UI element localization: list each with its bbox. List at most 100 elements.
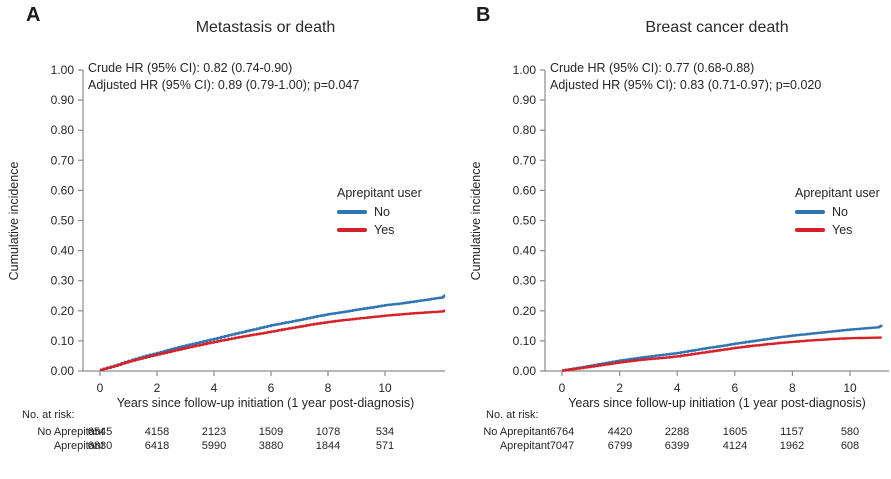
y-tick-label: 0.80: [51, 123, 75, 137]
y-tick-label: 0.20: [513, 304, 537, 318]
y-tick-label: 0.60: [513, 183, 537, 197]
panel-letter: B: [476, 4, 491, 26]
risk-value: 6545: [87, 426, 113, 438]
risk-value: 1509: [258, 426, 284, 438]
y-tick-label: 0.50: [513, 214, 537, 228]
curve-no: [562, 324, 883, 372]
legend-title: Aprepitant user: [795, 186, 880, 200]
y-tick-label: 0.50: [51, 214, 75, 228]
survival-plot-b: 0.00 0.10 0.20 0.30 0.40 0.50 0.60 0.70 0.80 0.90…: [513, 63, 889, 395]
y-axis-label: Cumulative incidence: [7, 161, 21, 281]
risk-value: 534: [375, 426, 395, 438]
legend-label: No: [374, 205, 390, 219]
risk-value: 6418: [144, 440, 170, 452]
risk-value: 1844: [315, 440, 341, 452]
x-tick-label: 6: [731, 381, 738, 395]
y-tick-label: 0.30: [51, 274, 75, 288]
panel-b: 0.00 0.10 0.20 0.30 0.40 0.50 0.60 0.70 0.80 0.90…: [446, 0, 891, 479]
risk-row-label-aprepitant: Aprepitant: [53, 440, 104, 452]
risk-value: 580: [840, 426, 860, 438]
risk-value: 1605: [722, 426, 748, 438]
legend-line-no: [795, 210, 825, 214]
panel-letter: A: [26, 4, 41, 26]
chart-title: Breast cancer death: [645, 19, 789, 36]
risk-value: 1962: [779, 440, 805, 452]
x-tick-label: 0: [97, 381, 104, 395]
risk-table-heading: No. at risk:: [22, 409, 75, 421]
x-tick-label: 10: [378, 381, 392, 395]
risk-value: 571: [375, 440, 395, 452]
legend-label: Yes: [832, 223, 853, 237]
risk-value: 2288: [664, 426, 690, 438]
survival-plot-a: 0.00 0.10 0.20 0.30 0.40 0.50 0.60 0.70 0.80 0.90…: [51, 63, 445, 395]
legend-title: Aprepitant user: [337, 186, 422, 200]
x-tick-label: 6: [268, 381, 275, 395]
adjusted-hr-text: Adjusted HR (95% CI): 0.89 (0.79-1.00); …: [88, 78, 360, 92]
y-tick-label: 0.90: [51, 93, 75, 107]
y-tick-label: 0.00: [51, 364, 75, 378]
chart-title: Metastasis or death: [195, 19, 336, 36]
y-tick-label: 1.00: [51, 63, 75, 77]
x-tick-label: 8: [789, 381, 796, 395]
legend-item-no: No: [337, 203, 422, 221]
x-axis-label: Years since follow-up initiation (1 year…: [568, 396, 866, 410]
x-tick-label: 2: [154, 381, 161, 395]
y-axis-label: Cumulative incidence: [469, 161, 483, 281]
risk-value: 6799: [607, 440, 633, 452]
adjusted-hr-text: Adjusted HR (95% CI): 0.83 (0.71-0.97); …: [550, 78, 822, 92]
curve-yes: [100, 309, 445, 371]
hr-annotation: Crude HR (95% CI): 0.82 (0.74-0.90) Adju…: [88, 60, 359, 94]
y-tick-label: 0.00: [513, 364, 537, 378]
x-tick-label: 4: [674, 381, 681, 395]
y-tick-label: 0.10: [51, 334, 75, 348]
y-tick-label: 1.00: [513, 63, 537, 77]
risk-row-label-aprepitant: Aprepitant: [499, 440, 550, 452]
risk-value: 3880: [258, 440, 284, 452]
legend-label: Yes: [374, 223, 395, 237]
risk-value: 1157: [780, 426, 804, 438]
y-tick-label: 0.80: [513, 123, 537, 137]
x-tick-label: 8: [325, 381, 332, 395]
risk-value: 2123: [201, 426, 227, 438]
risk-value: 6830: [87, 440, 113, 452]
curve-yes: [562, 336, 883, 372]
legend-line-yes: [795, 228, 825, 232]
y-tick-label: 0.90: [513, 93, 537, 107]
risk-value: 6399: [664, 440, 690, 452]
risk-row-label-no-aprepitant: No Aprepitant: [37, 426, 104, 438]
risk-value: 6764: [549, 426, 575, 438]
x-axis-label: Years since follow-up initiation (1 year…: [116, 396, 415, 410]
y-tick-label: 0.30: [513, 274, 537, 288]
risk-row-label-no-aprepitant: No Aprepitant: [483, 426, 550, 438]
y-tick-label: 0.10: [513, 334, 537, 348]
y-tick-label: 0.70: [513, 153, 537, 167]
risk-value: 608: [840, 440, 860, 452]
risk-value: 4420: [607, 426, 633, 438]
y-tick-label: 0.20: [51, 304, 75, 318]
y-tick-label: 0.40: [513, 244, 537, 258]
y-tick-label: 0.40: [51, 244, 75, 258]
legend-item-yes: Yes: [337, 221, 422, 239]
x-tick-label: 0: [559, 381, 566, 395]
legend-line-no: [337, 210, 367, 214]
legend-item-yes: Yes: [795, 221, 880, 239]
crude-hr-text: Crude HR (95% CI): 0.82 (0.74-0.90): [88, 61, 293, 75]
y-tick-label: 0.70: [51, 153, 75, 167]
crude-hr-text: Crude HR (95% CI): 0.77 (0.68-0.88): [550, 61, 755, 75]
risk-table-heading: No. at risk:: [486, 409, 539, 421]
risk-value: 1078: [315, 426, 341, 438]
hr-annotation: Crude HR (95% CI): 0.77 (0.68-0.88) Adju…: [550, 60, 821, 94]
x-tick-label: 10: [843, 381, 857, 395]
risk-value: 7047: [549, 440, 575, 452]
legend-label: No: [832, 205, 848, 219]
legend-item-no: No: [795, 203, 880, 221]
risk-value: 4158: [144, 426, 170, 438]
x-tick-label: 4: [211, 381, 218, 395]
y-tick-label: 0.60: [51, 183, 75, 197]
legend-line-yes: [337, 228, 367, 232]
legend: Aprepitant user No Yes: [795, 186, 880, 239]
panel-a: 0.00 0.10 0.20 0.30 0.40 0.50 0.60 0.70 0.80 0.90…: [0, 0, 445, 479]
risk-value: 4124: [722, 440, 748, 452]
legend: Aprepitant user No Yes: [337, 186, 422, 239]
x-tick-label: 2: [616, 381, 623, 395]
